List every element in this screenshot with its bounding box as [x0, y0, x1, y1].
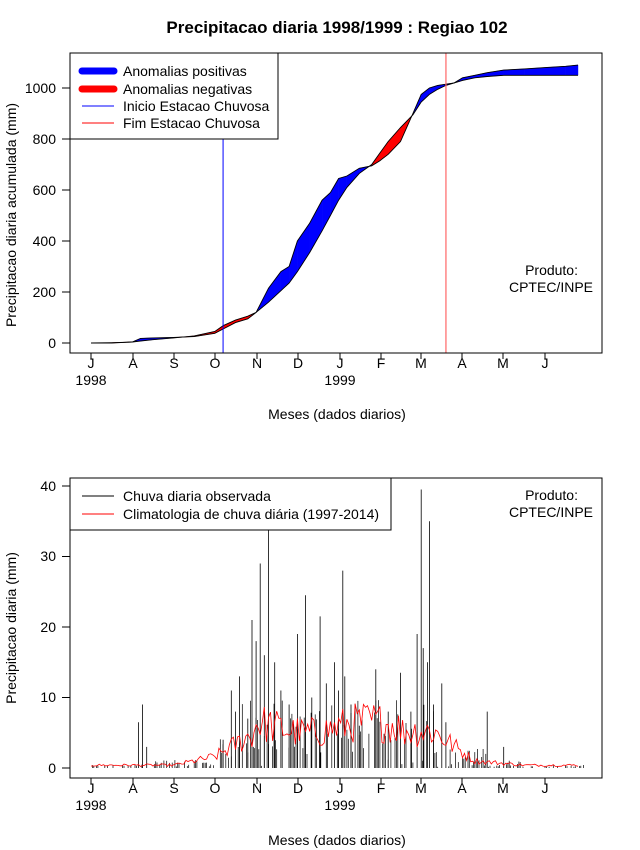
top-year-label-1998: 1998	[75, 372, 106, 388]
top-x-tick-label: J	[542, 355, 549, 371]
top-y-axis-label: Precipitacao diaria acumulada (mm)	[3, 103, 19, 327]
top-x-tick-label: F	[377, 355, 386, 371]
legend-label-start: Inicio Estacao Chuvosa	[123, 98, 270, 114]
top-x-tick-label: M	[497, 355, 509, 371]
observed-cumulative-line	[91, 64, 579, 344]
legend-label-positive: Anomalias positivas	[123, 63, 247, 79]
top-y-tick-label: 200	[33, 284, 57, 300]
top-y-tick-label: 0	[48, 335, 56, 351]
bottom-panel: 0 10 20 30 40 Precipitacao diaria (mm) J…	[3, 477, 603, 848]
bottom-y-axis-label: Precipitacao diaria (mm)	[3, 552, 19, 704]
top-x-tick-label: D	[293, 355, 303, 371]
bottom-x-tick-label: N	[252, 780, 262, 796]
bottom-y-axis: 0 10 20 30 40 Precipitacao diaria (mm)	[3, 478, 71, 776]
top-y-tick-label: 400	[33, 233, 57, 249]
top-x-tick-label: O	[210, 355, 221, 371]
top-x-tick-label: J	[337, 355, 344, 371]
top-x-tick-label: S	[169, 355, 178, 371]
bottom-x-tick-label: J	[88, 780, 95, 796]
bottom-product-source: CPTEC/INPE	[509, 504, 593, 520]
legend-label-negative: Anomalias negativas	[123, 81, 252, 97]
top-product-label: Produto:	[525, 262, 578, 278]
positive-anomaly-area	[565, 64, 579, 76]
top-y-tick-label: 600	[33, 182, 57, 198]
bottom-x-axis: J A S O N D J F M A M J 1998 1999 Meses …	[75, 777, 549, 848]
top-x-tick-label: J	[88, 355, 95, 371]
bottom-x-tick-label: O	[210, 780, 221, 796]
top-y-tick-label: 800	[33, 131, 57, 147]
bottom-x-axis-label: Meses (dados diarios)	[268, 832, 406, 848]
top-year-label-1999: 1999	[324, 372, 355, 388]
bottom-y-tick-label: 10	[40, 689, 56, 705]
bottom-x-tick-label: D	[293, 780, 303, 796]
top-x-axis-label: Meses (dados diarios)	[268, 406, 406, 422]
legend-label-observed: Chuva diaria observada	[123, 488, 271, 504]
top-y-tick-label: 1000	[25, 80, 56, 96]
bottom-x-tick-label: M	[415, 780, 427, 796]
top-anomaly-areas	[90, 64, 579, 344]
bottom-x-tick-label: M	[497, 780, 509, 796]
top-x-tick-label: M	[415, 355, 427, 371]
bottom-year-label-1999: 1999	[324, 797, 355, 813]
bottom-year-label-1998: 1998	[75, 797, 106, 813]
top-x-tick-label: A	[128, 355, 138, 371]
bottom-y-tick-label: 30	[40, 548, 56, 564]
bottom-legend-box	[69, 477, 392, 531]
top-x-tick-label: N	[252, 355, 262, 371]
bottom-x-tick-label: A	[128, 780, 138, 796]
top-x-tick-label: A	[457, 355, 467, 371]
top-legend: Anomalias positivas Anomalias negativas …	[69, 52, 279, 140]
top-x-axis: J A S O N D J F M A M J 1998 1999 Meses …	[75, 352, 549, 422]
bottom-y-tick-label: 0	[48, 760, 56, 776]
legend-label-end: Fim Estacao Chuvosa	[123, 115, 260, 131]
bottom-y-tick-label: 20	[40, 619, 56, 635]
bottom-legend: Chuva diaria observada Climatologia de c…	[69, 477, 392, 531]
bottom-x-tick-label: J	[542, 780, 549, 796]
top-chart-title: Precipitacao diaria 1998/1999 : Regiao 1…	[166, 18, 507, 37]
bottom-x-tick-label: S	[169, 780, 178, 796]
top-product-source: CPTEC/INPE	[509, 279, 593, 295]
top-panel: Precipitacao diaria 1998/1999 : Regiao 1…	[3, 18, 603, 422]
bottom-product-label: Produto:	[525, 487, 578, 503]
climatology-cumulative-line	[90, 74, 578, 344]
bottom-x-tick-label: F	[377, 780, 386, 796]
bottom-x-tick-label: A	[457, 780, 467, 796]
bottom-y-tick-label: 40	[40, 478, 56, 494]
legend-label-climatology: Climatologia de chuva diária (1997-2014)	[123, 506, 379, 522]
bottom-x-tick-label: J	[337, 780, 344, 796]
climatology-line	[91, 703, 579, 768]
top-legend-box	[69, 52, 279, 140]
